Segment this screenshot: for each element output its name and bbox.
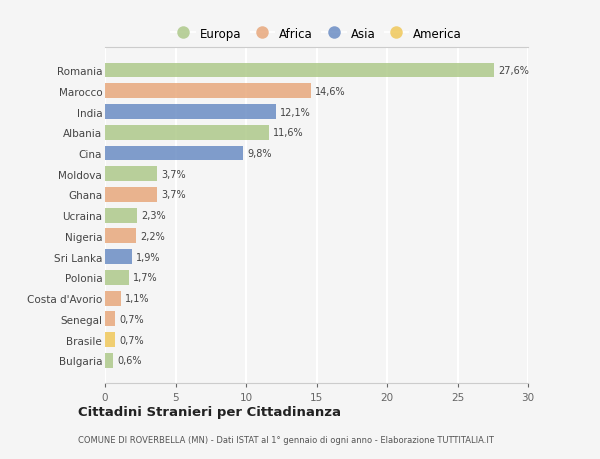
Bar	[105, 250, 132, 264]
Bar	[105, 229, 136, 244]
Bar	[105, 188, 157, 202]
Text: 9,8%: 9,8%	[247, 149, 272, 159]
Bar	[105, 167, 157, 182]
Text: 0,7%: 0,7%	[119, 314, 144, 324]
Text: 1,9%: 1,9%	[136, 252, 161, 262]
Text: 3,7%: 3,7%	[161, 169, 186, 179]
Bar	[105, 63, 494, 78]
Bar	[105, 291, 121, 306]
Bar	[105, 208, 137, 223]
Text: 27,6%: 27,6%	[499, 66, 529, 76]
Bar	[105, 270, 129, 285]
Text: 0,7%: 0,7%	[119, 335, 144, 345]
Text: COMUNE DI ROVERBELLA (MN) - Dati ISTAT al 1° gennaio di ogni anno - Elaborazione: COMUNE DI ROVERBELLA (MN) - Dati ISTAT a…	[78, 435, 494, 443]
Text: 14,6%: 14,6%	[315, 87, 346, 96]
Text: 1,7%: 1,7%	[133, 273, 158, 283]
Text: 1,1%: 1,1%	[125, 293, 149, 303]
Bar	[105, 146, 243, 161]
Text: Cittadini Stranieri per Cittadinanza: Cittadini Stranieri per Cittadinanza	[78, 405, 341, 419]
Bar	[105, 332, 115, 347]
Legend: Europa, Africa, Asia, America: Europa, Africa, Asia, America	[168, 24, 465, 44]
Text: 12,1%: 12,1%	[280, 107, 311, 117]
Text: 3,7%: 3,7%	[161, 190, 186, 200]
Bar	[105, 312, 115, 327]
Text: 2,2%: 2,2%	[140, 231, 165, 241]
Text: 2,3%: 2,3%	[142, 211, 166, 221]
Bar	[105, 353, 113, 368]
Bar	[105, 105, 275, 120]
Bar	[105, 84, 311, 99]
Bar	[105, 125, 269, 140]
Text: 11,6%: 11,6%	[273, 128, 304, 138]
Text: 0,6%: 0,6%	[118, 356, 142, 365]
